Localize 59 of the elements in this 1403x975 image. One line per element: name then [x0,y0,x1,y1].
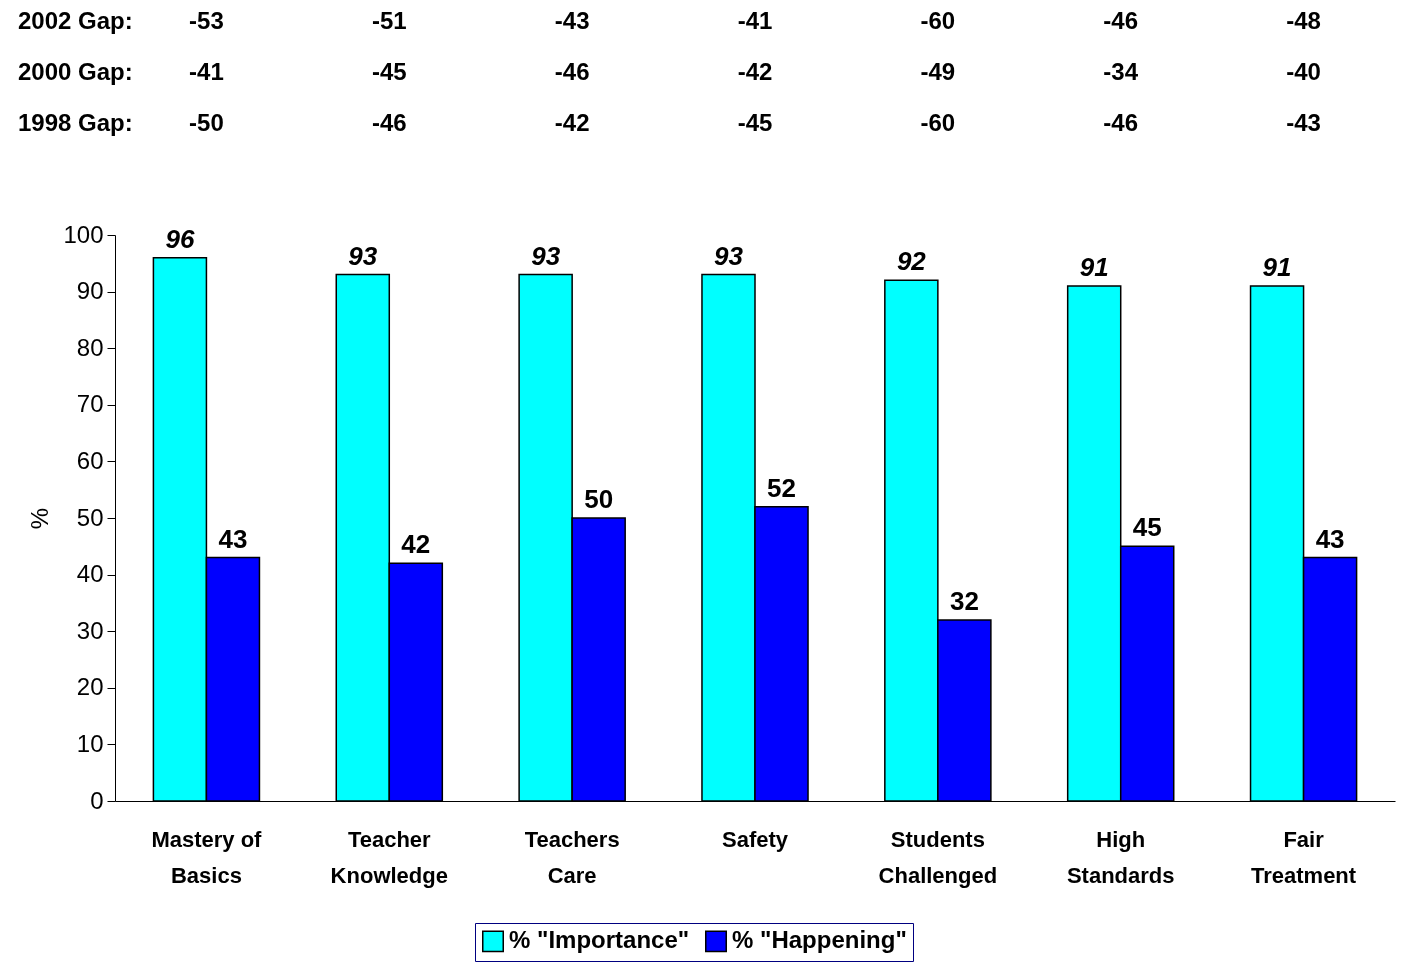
y-tick-label: 20 [76,673,104,701]
text: 2002 Gap: [18,7,133,34]
data-label: 91 [1262,251,1292,282]
text: -51 [371,7,407,34]
data-label: 32 [949,585,979,616]
data-label: 43 [1315,523,1345,554]
data-label: 91 [1079,251,1109,282]
x-tick-label: High Standards [1066,826,1175,888]
x-tick-label: Teachers Care [524,826,620,888]
x-tick-label: Safety [721,826,789,852]
y-tick-label: 60 [76,446,104,474]
text: -49 [920,58,956,85]
data-label: 96 [165,223,195,254]
data-label: 93 [714,240,744,271]
text: -46 [1103,7,1139,34]
text: -40 [1286,58,1321,85]
text: -41 [189,58,224,85]
y-tick-label: 30 [76,616,104,644]
text: -42 [554,109,590,136]
text: 1998 Gap: [18,109,133,136]
data-label: 93 [348,240,378,271]
y-tick-label: 10 [76,729,104,757]
text: -43 [1286,109,1321,136]
data-label: 92 [896,246,927,277]
x-tick-label: Fair Treatment [1250,826,1357,888]
y-tick-label: 100 [63,220,104,248]
text: -53 [189,7,224,34]
text: -50 [189,109,224,136]
legend-label: % "Happening" [732,926,907,954]
text: -46 [1103,109,1139,136]
text: -60 [920,7,956,34]
text: -41 [737,7,773,34]
text: -45 [371,58,407,85]
text: -60 [920,109,956,136]
legend-label: % "Importance" [509,926,690,954]
x-tick-label: Teacher Knowledge [330,826,448,888]
data-label: 45 [1132,512,1162,543]
y-tick-label: 70 [76,390,104,418]
data-label: 42 [401,529,431,560]
x-tick-label: Students Challenged [878,826,998,888]
text: -46 [554,58,590,85]
text: -48 [1286,7,1321,34]
text: -43 [554,7,590,34]
data-label: 43 [218,523,248,554]
data-label: 50 [584,484,614,514]
x-tick-label: Mastery of Basics [151,826,263,888]
text: -45 [737,109,773,136]
text: 2000 Gap: [18,58,133,85]
data-label: 93 [531,240,561,271]
text: -46 [371,109,407,136]
text: -42 [737,58,773,85]
text: -34 [1103,58,1139,85]
y-tick-label: 80 [76,333,104,361]
data-label: 52 [767,472,796,503]
y-tick-label: 50 [76,503,104,531]
y-tick-label: 0 [90,786,104,814]
y-axis-title: % [26,507,54,530]
y-tick-label: 40 [76,560,104,588]
y-tick-label: 90 [76,277,104,305]
